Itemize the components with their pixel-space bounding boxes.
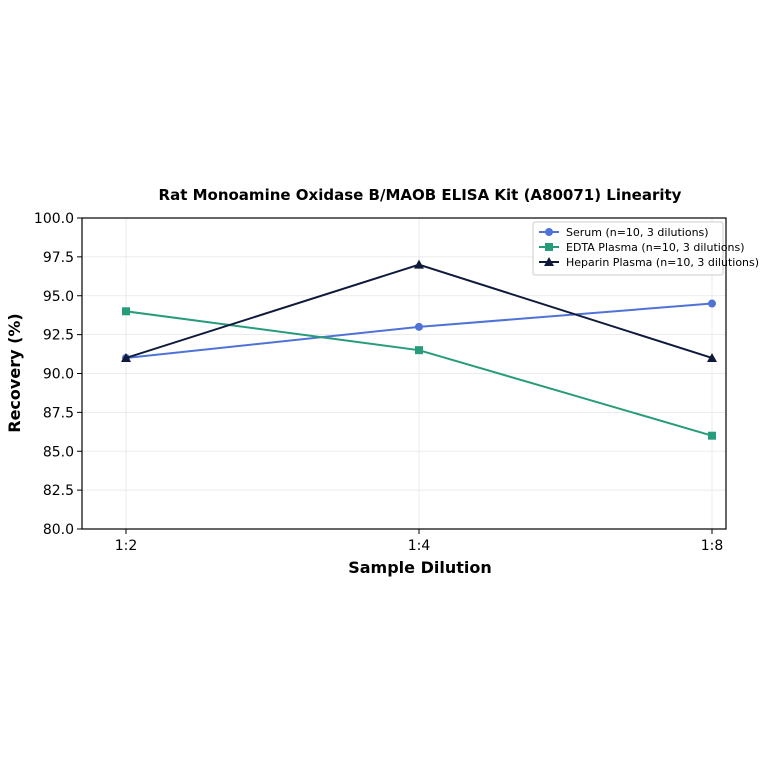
y-tick-label: 95.0 bbox=[43, 289, 74, 305]
y-tick-label: 82.5 bbox=[43, 483, 74, 499]
y-tick-label: 92.5 bbox=[43, 328, 74, 344]
x-tick-label: 1:8 bbox=[701, 538, 724, 554]
legend-box bbox=[532, 221, 724, 276]
y-tick-label: 80.0 bbox=[43, 522, 74, 538]
data-point bbox=[415, 322, 423, 331]
legend-label: EDTA Plasma (n=10, 3 dilutions) bbox=[566, 241, 745, 254]
legend-item: Serum (n=10, 3 dilutions) bbox=[539, 226, 709, 239]
data-point bbox=[121, 352, 131, 362]
legend-label: Heparin Plasma (n=10, 3 dilutions) bbox=[566, 256, 759, 269]
y-tick-label: 85.0 bbox=[43, 444, 74, 460]
legend: Serum (n=10, 3 dilutions) EDTA Plasma (n=… bbox=[532, 221, 759, 276]
legend-item: EDTA Plasma (n=10, 3 dilutions) bbox=[539, 241, 745, 254]
series-2 bbox=[121, 259, 717, 362]
data-point bbox=[414, 259, 424, 269]
data-point bbox=[708, 431, 716, 440]
y-tick-label: 97.5 bbox=[43, 250, 74, 266]
data-point bbox=[708, 299, 716, 308]
chart-title: Rat Monoamine Oxidase B/MAOB ELISA Kit (… bbox=[159, 186, 682, 204]
x-tick-label: 1:2 bbox=[115, 538, 138, 554]
legend-marker bbox=[545, 228, 553, 236]
legend-label: Serum (n=10, 3 dilutions) bbox=[566, 226, 709, 239]
legend-marker bbox=[544, 257, 554, 266]
legend-item: Heparin Plasma (n=10, 3 dilutions) bbox=[539, 256, 759, 269]
legend-marker bbox=[545, 243, 553, 251]
y-axis-label: Recovery (%) bbox=[5, 313, 24, 432]
data-point bbox=[707, 352, 717, 362]
y-tick-label: 90.0 bbox=[43, 367, 74, 383]
data-point bbox=[122, 307, 130, 316]
ticks-layer: 80.0 82.5 85.0 87.5 90.0 92.5 95.0 97.5 100.0 1:2… bbox=[34, 211, 723, 554]
y-tick-label: 100.0 bbox=[34, 211, 74, 227]
series-1 bbox=[122, 307, 716, 440]
x-tick-label: 1:4 bbox=[408, 538, 431, 554]
data-point bbox=[415, 346, 423, 355]
series-layer bbox=[121, 259, 717, 440]
x-axis-label: Sample Dilution bbox=[348, 558, 492, 577]
y-tick-label: 87.5 bbox=[43, 405, 74, 421]
